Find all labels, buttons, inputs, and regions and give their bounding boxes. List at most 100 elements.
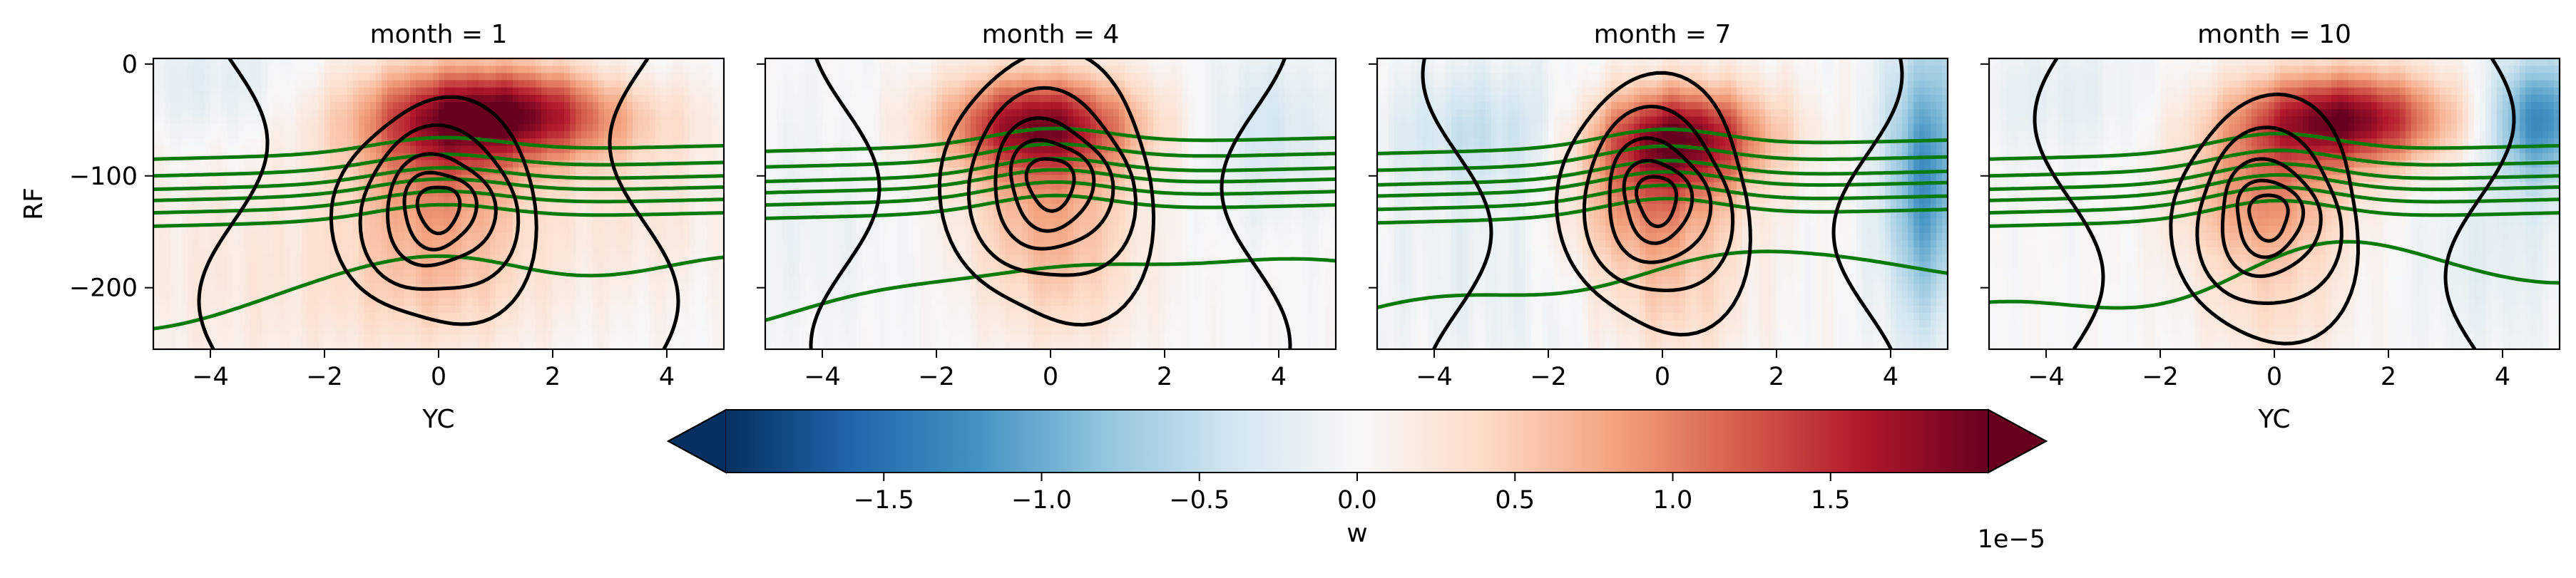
heatmap-cell bbox=[364, 218, 371, 227]
heatmap-cell bbox=[313, 123, 320, 132]
heatmap-cell bbox=[610, 240, 616, 248]
heatmap-cell bbox=[1073, 87, 1080, 96]
heatmap-cell bbox=[330, 80, 337, 88]
heatmap-cell bbox=[1073, 58, 1080, 66]
heatmap-cell bbox=[176, 232, 183, 241]
heatmap-cell bbox=[290, 116, 297, 125]
heatmap-cell bbox=[193, 334, 200, 343]
heatmap-cell bbox=[273, 138, 280, 146]
heatmap-cell bbox=[1244, 109, 1251, 118]
heatmap-cell bbox=[690, 102, 696, 110]
heatmap-cell bbox=[1227, 87, 1234, 96]
heatmap-cell bbox=[536, 95, 542, 103]
heatmap-cell bbox=[1313, 116, 1319, 125]
heatmap-cell bbox=[1273, 58, 1279, 66]
heatmap-cell bbox=[673, 153, 679, 161]
heatmap-cell bbox=[342, 341, 348, 349]
heatmap-cell bbox=[701, 225, 707, 234]
heatmap-cell bbox=[1176, 109, 1182, 118]
heatmap-cell bbox=[336, 102, 342, 110]
heatmap-cell bbox=[461, 87, 468, 96]
heatmap-cell bbox=[530, 277, 536, 284]
heatmap-cell bbox=[678, 334, 685, 343]
heatmap-cell bbox=[718, 341, 724, 349]
heatmap-cell bbox=[444, 291, 451, 299]
heatmap-cell bbox=[307, 80, 314, 88]
heatmap-cell bbox=[1125, 73, 1131, 81]
heatmap-cell bbox=[541, 313, 548, 321]
heatmap-cell bbox=[176, 277, 183, 284]
heatmap-cell bbox=[570, 123, 576, 132]
heatmap-cell bbox=[1330, 102, 1336, 110]
heatmap-cell bbox=[891, 80, 897, 88]
heatmap-cell bbox=[273, 298, 280, 306]
heatmap-cell bbox=[524, 320, 531, 328]
heatmap-cell bbox=[1170, 87, 1177, 96]
heatmap-cell bbox=[279, 80, 285, 88]
heatmap-cell bbox=[404, 87, 411, 96]
heatmap-cell bbox=[828, 109, 834, 118]
heatmap-cell bbox=[387, 269, 394, 277]
heatmap-cell bbox=[1307, 95, 1314, 103]
heatmap-cell bbox=[461, 138, 468, 146]
heatmap-cell bbox=[507, 102, 513, 110]
heatmap-cell bbox=[324, 153, 331, 161]
heatmap-cell bbox=[199, 131, 205, 139]
heatmap-cell bbox=[667, 327, 673, 336]
heatmap-cell bbox=[210, 204, 217, 212]
heatmap-cell bbox=[1330, 80, 1336, 88]
heatmap-cell bbox=[290, 225, 297, 234]
heatmap-cell bbox=[794, 87, 800, 96]
heatmap-cell bbox=[347, 218, 354, 227]
heatmap-cell bbox=[233, 320, 240, 328]
heatmap-cell bbox=[285, 138, 291, 146]
heatmap-cell bbox=[564, 95, 571, 103]
heatmap-cell bbox=[513, 313, 519, 321]
heatmap-cell bbox=[467, 240, 474, 248]
heatmap-cell bbox=[999, 80, 1006, 88]
heatmap-cell bbox=[644, 116, 650, 125]
heatmap-cell bbox=[885, 102, 891, 110]
heatmap-cell bbox=[501, 218, 508, 227]
heatmap-cell bbox=[342, 182, 348, 190]
heatmap-cell bbox=[176, 175, 183, 182]
heatmap-cell bbox=[1062, 73, 1068, 81]
heatmap-cell bbox=[222, 277, 228, 284]
heatmap-cell bbox=[216, 204, 223, 212]
heatmap-cell bbox=[695, 175, 702, 182]
heatmap-cell bbox=[541, 232, 548, 241]
heatmap-cell bbox=[239, 341, 245, 349]
heatmap-cell bbox=[1051, 80, 1057, 88]
heatmap-cell bbox=[564, 277, 571, 284]
heatmap-cell bbox=[581, 284, 588, 291]
heatmap-cell bbox=[410, 291, 416, 299]
heatmap-cell bbox=[484, 247, 491, 255]
heatmap-cell bbox=[222, 138, 228, 146]
heatmap-cell bbox=[324, 66, 331, 73]
heatmap-cell bbox=[313, 73, 320, 81]
heatmap-cell bbox=[484, 160, 491, 168]
heatmap-month-4 bbox=[765, 58, 1336, 349]
heatmap-cell bbox=[564, 167, 571, 175]
heatmap-cell bbox=[279, 196, 285, 205]
heatmap-cell bbox=[153, 73, 160, 81]
heatmap-cell bbox=[279, 240, 285, 248]
heatmap-cell bbox=[644, 277, 650, 284]
heatmap-cell bbox=[627, 123, 633, 132]
heatmap-cell bbox=[376, 153, 382, 161]
heatmap-cell bbox=[347, 262, 354, 270]
heatmap-cell bbox=[296, 254, 302, 263]
heatmap-cell bbox=[644, 167, 650, 175]
heatmap-cell bbox=[1033, 102, 1040, 110]
heatmap-cell bbox=[467, 291, 474, 299]
heatmap-cell bbox=[576, 254, 582, 263]
heatmap-cell bbox=[382, 291, 388, 299]
heatmap-cell bbox=[239, 87, 245, 96]
heatmap-cell bbox=[302, 320, 308, 328]
heatmap-cell bbox=[558, 204, 565, 212]
heatmap-cell bbox=[199, 116, 205, 125]
heatmap-cell bbox=[484, 58, 491, 66]
heatmap-cell bbox=[342, 160, 348, 168]
heatmap-cell bbox=[353, 58, 359, 66]
heatmap-cell bbox=[490, 232, 496, 241]
